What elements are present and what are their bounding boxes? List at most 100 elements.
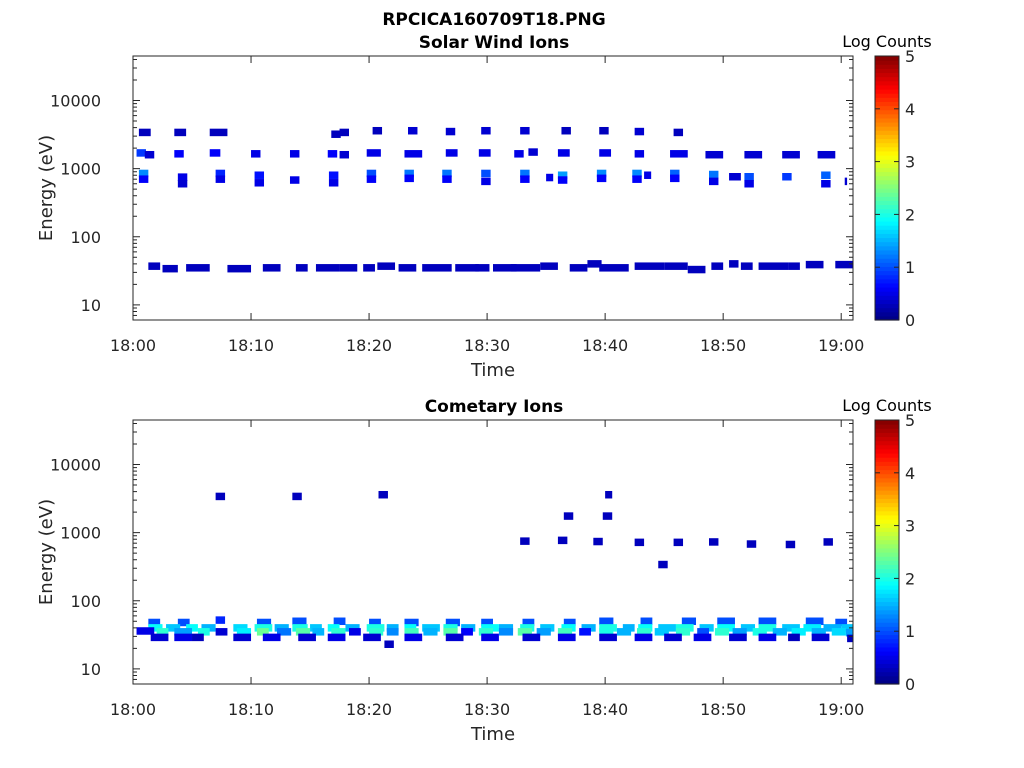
data-cell [481, 633, 499, 642]
data-cell [369, 628, 384, 636]
data-cell [209, 149, 221, 157]
data-cell [443, 624, 458, 632]
figure-title: RPCICA160709T18.PNG [382, 10, 605, 30]
data-cell [138, 169, 149, 178]
data-cell [602, 512, 613, 520]
data-cell [823, 624, 842, 632]
data-cell [557, 149, 570, 157]
data-cell [561, 126, 571, 135]
data-cell [782, 173, 792, 181]
data-cell [844, 177, 848, 186]
colorbar-label: Log Counts [842, 396, 932, 415]
data-cell [148, 618, 161, 627]
data-cell [404, 174, 414, 183]
data-cell [522, 618, 535, 627]
data-cell [596, 174, 607, 183]
data-cell [310, 624, 322, 632]
y-tick-label: 10 [81, 660, 101, 679]
data-cell [148, 262, 161, 270]
data-cell [599, 149, 612, 157]
colorbar-tick-label: 1 [905, 258, 915, 277]
data-cell [599, 628, 614, 636]
data-cell [563, 618, 576, 627]
colorbar-tick-label: 5 [905, 47, 915, 66]
data-cell [192, 633, 204, 642]
data-cell [752, 628, 767, 636]
data-cell [174, 150, 184, 158]
x-tick-label: 18:10 [228, 336, 274, 355]
data-cell [174, 633, 193, 642]
data-cell [366, 149, 381, 157]
data-cell [236, 628, 252, 636]
data-cell [177, 173, 188, 181]
data-cells [136, 126, 853, 274]
data-cell [599, 617, 614, 626]
data-cell [729, 260, 739, 268]
data-cell [732, 628, 747, 636]
x-tick-label: 18:40 [582, 336, 628, 355]
data-cell [536, 628, 551, 636]
data-cell [632, 175, 642, 183]
data-cell [673, 128, 684, 137]
colorbar-tick-label: 1 [905, 622, 915, 641]
data-cell [664, 633, 682, 642]
data-cells [136, 490, 853, 648]
data-cell [215, 492, 226, 501]
data-cell [422, 264, 452, 272]
y-tick-label: 100 [70, 592, 101, 611]
data-cell [605, 490, 613, 499]
data-cell [805, 617, 824, 626]
data-cell [670, 150, 688, 158]
data-cell [640, 617, 653, 626]
data-cell [156, 628, 169, 636]
colorbar-tick-label: 2 [905, 205, 915, 224]
data-cell [817, 150, 836, 159]
data-cell [174, 628, 193, 636]
data-cell [811, 628, 826, 636]
data-cell [331, 130, 341, 138]
data-cell [596, 169, 607, 178]
data-cell [520, 169, 530, 178]
panel-title: Solar Wind Ions [419, 33, 570, 53]
data-cell [493, 264, 517, 272]
data-cell [162, 264, 178, 273]
data-cell [705, 150, 724, 159]
data-cell [186, 624, 198, 632]
data-cell [295, 628, 311, 636]
data-cell [144, 150, 155, 159]
data-cell [638, 624, 653, 632]
colorbar-tick-label: 0 [905, 311, 915, 330]
data-cell [339, 264, 358, 272]
data-cell [670, 174, 680, 183]
data-cell [366, 175, 377, 183]
data-cell [709, 170, 719, 179]
x-axis-label: Time [470, 724, 515, 745]
data-cell [215, 175, 226, 183]
data-cell [835, 260, 853, 269]
data-cell [289, 150, 300, 158]
data-cell [520, 537, 530, 545]
data-cell [298, 633, 316, 642]
data-cell [717, 624, 735, 632]
data-cell [404, 150, 423, 158]
colorbar-tick-label: 4 [905, 464, 915, 483]
data-cell [256, 628, 269, 636]
data-cell [256, 618, 272, 627]
data-cell [709, 177, 719, 186]
x-tick-label: 19:00 [818, 700, 864, 719]
data-cell [557, 633, 576, 642]
data-cell [599, 264, 629, 272]
data-cell [758, 624, 777, 632]
data-cell [831, 628, 846, 636]
data-cell [845, 628, 853, 637]
data-cell [233, 624, 248, 632]
data-cell [150, 633, 169, 642]
data-cell [177, 179, 188, 188]
data-cell [632, 169, 642, 178]
y-tick-label: 10 [81, 296, 101, 315]
data-cell [186, 264, 210, 272]
data-cell [805, 260, 824, 269]
data-cell [445, 618, 460, 627]
